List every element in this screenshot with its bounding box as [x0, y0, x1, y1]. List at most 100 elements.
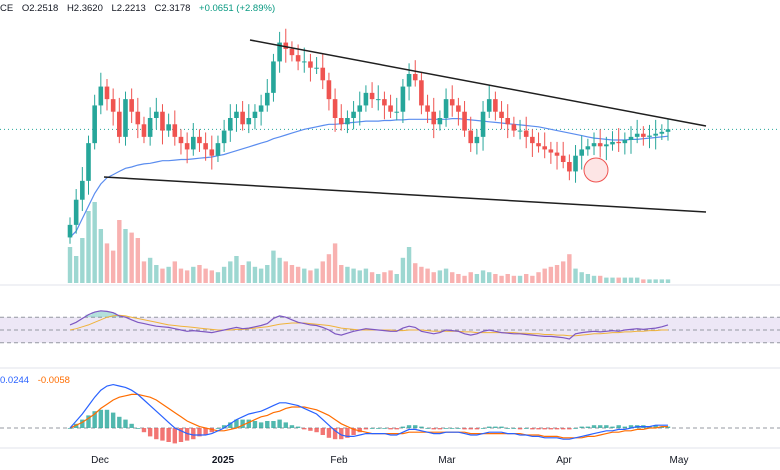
- macd-histogram-bar: [86, 415, 91, 428]
- macd-histogram-bar: [73, 423, 79, 428]
- candle-body: [234, 111, 239, 118]
- macd-histogram-bar: [252, 421, 258, 428]
- macd-histogram-bar: [215, 428, 221, 429]
- volume-bar: [135, 238, 141, 283]
- candle-body: [190, 136, 196, 150]
- candle-body: [517, 130, 523, 132]
- volume-bar: [480, 270, 486, 283]
- macd-histogram-bar: [258, 422, 264, 428]
- candle-body: [493, 99, 498, 112]
- x-tick-label: May: [670, 455, 689, 466]
- ohlc-legend: CE O2.2518 H2.3620 L2.2213 C2.3178 +0.06…: [0, 3, 281, 14]
- candle-body: [166, 124, 171, 131]
- rsi-overbought-fill: [97, 310, 104, 318]
- candle-body: [456, 105, 461, 112]
- volume-bar: [468, 272, 473, 283]
- candle-body: [610, 141, 615, 145]
- x-tick-label: Feb: [330, 455, 348, 466]
- volume-bar: [647, 279, 652, 283]
- candle-body: [283, 42, 289, 49]
- rsi-overbought-fill: [91, 312, 98, 318]
- volume-bar: [382, 272, 387, 283]
- macd-histogram-bar: [240, 419, 245, 428]
- volume-bar: [517, 275, 523, 283]
- volume-bar: [406, 247, 412, 283]
- candle-body: [197, 136, 202, 144]
- macd-histogram-bar: [468, 428, 473, 430]
- x-axis: Dec 2025 Feb Mar Apr May: [91, 455, 688, 466]
- candle-body: [98, 86, 104, 106]
- volume-bar: [104, 243, 110, 283]
- candle-body: [567, 162, 572, 172]
- volume-bar: [493, 274, 498, 283]
- volume-bar: [659, 279, 665, 283]
- macd-histogram-bar: [166, 428, 171, 442]
- volume-bar: [246, 261, 251, 283]
- rsi-overbought-fill: [110, 312, 117, 318]
- macd-histogram-bar: [462, 428, 467, 430]
- volume-bar: [147, 257, 153, 283]
- volume-bar: [271, 250, 276, 283]
- macd-histogram-bar: [419, 426, 424, 428]
- candle-body: [597, 143, 603, 147]
- macd-histogram-bar: [302, 428, 307, 430]
- signal-value: -0.0058: [37, 375, 70, 386]
- macd-histogram-bar: [554, 428, 560, 430]
- macd-histogram-bar: [203, 428, 208, 435]
- volume-bar: [400, 257, 406, 283]
- candle-body: [172, 124, 178, 137]
- volume-bar: [98, 229, 104, 283]
- macd-histogram-bar: [178, 428, 184, 442]
- volume-bar: [228, 261, 233, 283]
- volume-bar: [653, 279, 658, 283]
- volume-bar: [154, 265, 159, 283]
- candle-body: [80, 180, 85, 200]
- candle-body: [511, 124, 517, 131]
- macd-histogram-bar: [437, 428, 443, 430]
- candle-body: [246, 118, 252, 125]
- candle-body: [295, 55, 301, 62]
- rsi-overbought-fill: [85, 314, 92, 318]
- volume-bar: [110, 250, 116, 283]
- candle-body: [641, 133, 646, 137]
- volume-bar: [209, 270, 214, 283]
- macd-histogram-bar: [616, 425, 621, 428]
- volume-bar: [172, 261, 178, 283]
- candle-body: [227, 118, 233, 131]
- candle-body: [129, 99, 134, 112]
- candle-body: [264, 92, 270, 106]
- candle-body: [326, 80, 332, 100]
- volume-bar: [73, 256, 79, 283]
- volume-bar: [351, 268, 356, 283]
- volume-bar: [215, 272, 221, 283]
- macd-histogram-bar: [123, 419, 128, 428]
- candle-body: [536, 143, 541, 147]
- candle-body: [548, 149, 554, 153]
- macd-histogram-bar: [425, 428, 430, 429]
- candle-body: [209, 149, 215, 156]
- macd-histogram-bar: [314, 428, 319, 433]
- volume-bar: [345, 266, 350, 283]
- macd-histogram-bar: [98, 409, 104, 428]
- macd-histogram-bar: [622, 426, 628, 428]
- macd-histogram-bar: [567, 428, 572, 430]
- candle-body: [486, 99, 492, 112]
- volume-bar: [283, 261, 288, 283]
- candle-body: [443, 99, 449, 118]
- macd-histogram-bar: [308, 428, 313, 431]
- macd-histogram-bar: [376, 428, 381, 429]
- volume-bar: [369, 272, 375, 283]
- candle-body: [104, 86, 110, 100]
- candle-body: [240, 111, 245, 125]
- macd-histogram-bar: [647, 426, 652, 428]
- macd-histogram-bar: [246, 419, 251, 428]
- volume-bar: [160, 268, 165, 283]
- candle-body: [338, 118, 344, 125]
- macd-histogram-bar: [80, 419, 85, 428]
- volume-bar: [289, 265, 295, 283]
- high-value: H2.3620: [66, 3, 103, 14]
- volume-bar: [604, 277, 609, 283]
- macd-histogram-bar: [536, 428, 541, 430]
- macd-histogram-bar: [474, 428, 480, 430]
